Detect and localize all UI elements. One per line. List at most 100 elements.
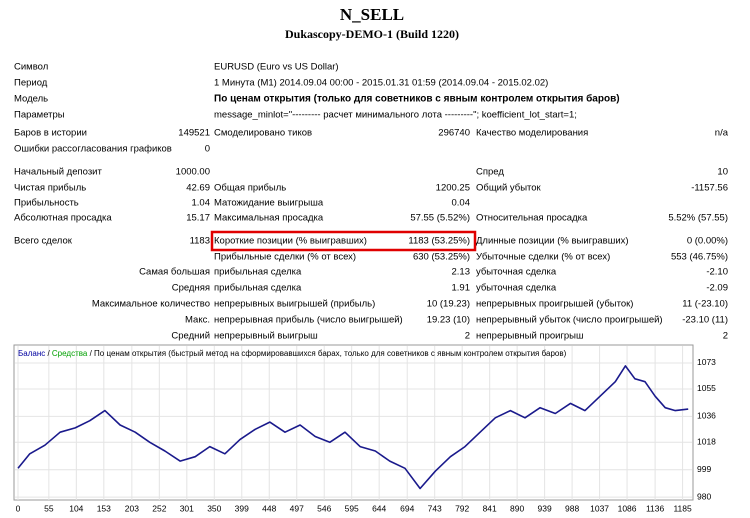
y-tick-label: 1073 <box>697 357 716 367</box>
info-label: Параметры <box>14 110 65 121</box>
stat-value: 11 (-23.10) <box>682 299 728 310</box>
stat-value: 5.52% (57.55) <box>668 213 728 224</box>
x-tick-label: 644 <box>372 503 386 513</box>
stat-value: 1.04 <box>192 198 211 209</box>
stat-value: 0.04 <box>452 198 471 209</box>
stat-label: убыточная сделка <box>476 283 557 294</box>
stat-label: непрерывный выигрыш <box>214 331 318 342</box>
x-tick-label: 252 <box>152 503 166 513</box>
y-tick-label: 1018 <box>697 437 716 447</box>
info-label: Период <box>14 78 48 89</box>
info-value: По ценам открытия (только для советников… <box>214 93 620 105</box>
x-tick-label: 1185 <box>673 503 692 513</box>
info-value: EURUSD (Euro vs US Dollar) <box>214 62 339 73</box>
stat-label: Средняя <box>172 283 210 294</box>
stat-label: Смоделировано тиков <box>214 128 312 139</box>
x-tick-label: 55 <box>44 503 54 513</box>
stat-label: Убыточные сделки (% от всех) <box>476 252 610 263</box>
stat-value: 1183 (53.25%) <box>408 236 470 247</box>
info-label: Символ <box>14 62 48 73</box>
stat-label: Ошибки рассогласования графиков <box>14 144 172 155</box>
stat-label: Общий убыток <box>476 183 542 194</box>
stat-label: Короткие позиции (% выигравших) <box>214 236 367 247</box>
stat-label: Самая большая <box>139 267 210 278</box>
y-tick-label: 1055 <box>697 383 716 393</box>
stat-value: 149521 <box>178 128 210 139</box>
x-tick-label: 399 <box>235 503 249 513</box>
stat-label: Баров в истории <box>14 128 87 139</box>
stat-value: 1.91 <box>452 283 471 294</box>
stat-label: прибыльная сделка <box>214 267 302 278</box>
stat-label: убыточная сделка <box>476 267 557 278</box>
legend-item: / По ценам открытия (быстрый метод на сф… <box>87 349 566 358</box>
stat-value: -2.09 <box>706 283 728 294</box>
x-tick-label: 1037 <box>590 503 609 513</box>
x-tick-label: 1086 <box>618 503 637 513</box>
stat-value: 0 <box>205 144 210 155</box>
x-tick-label: 743 <box>428 503 442 513</box>
highlight-box <box>210 230 477 252</box>
x-tick-label: 595 <box>345 503 359 513</box>
stat-value: n/a <box>715 128 729 139</box>
legend: Баланс / Средства / По ценам открытия (б… <box>18 349 567 358</box>
legend-item: Средства <box>52 349 88 358</box>
x-tick-label: 694 <box>400 503 414 513</box>
y-tick-label: 980 <box>697 491 711 501</box>
stat-value: -2.10 <box>706 267 728 278</box>
server: Dukascopy-DEMO-1 (Build 1220) <box>285 27 459 41</box>
stat-label: Качество моделирования <box>476 128 588 139</box>
stat-value: 2 <box>723 331 728 342</box>
stat-label: Максимальное количество <box>92 299 210 310</box>
stat-label: Всего сделок <box>14 236 73 247</box>
stat-label: непрерывная прибыль (число выигрышей) <box>214 315 403 326</box>
stat-label: Чистая прибыль <box>14 183 86 194</box>
stat-value: 0 (0.00%) <box>687 236 728 247</box>
stat-value: 42.69 <box>186 183 210 194</box>
x-tick-label: 988 <box>565 503 579 513</box>
stat-label: непрерывных выигрышей (прибыль) <box>214 299 375 310</box>
stat-label: непрерывный проигрыш <box>476 331 584 342</box>
stat-value: -23.10 (11) <box>682 315 728 326</box>
x-tick-label: 841 <box>483 503 497 513</box>
stat-label: прибыльная сделка <box>214 283 302 294</box>
stat-value: 1183 <box>190 236 210 247</box>
stat-label: Абсолютная просадка <box>14 213 112 224</box>
stat-label: Начальный депозит <box>14 167 102 178</box>
stat-value: 15.17 <box>186 213 210 224</box>
x-tick-label: 546 <box>317 503 331 513</box>
stat-label: непрерывных проигрышей (убыток) <box>476 299 633 310</box>
info-label: Модель <box>14 94 48 105</box>
x-tick-label: 104 <box>69 503 83 513</box>
x-tick-label: 792 <box>455 503 469 513</box>
stat-value: 630 (53.25%) <box>413 252 470 263</box>
stat-label: Прибыльные сделки (% от всех) <box>214 252 356 263</box>
stat-label: непрерывный убыток (число проигрышей) <box>476 315 663 326</box>
balance-line <box>17 365 689 490</box>
legend-item: Баланс <box>18 349 45 358</box>
stat-value: -1157.56 <box>691 183 728 194</box>
stat-value: 57.55 (5.52%) <box>410 213 470 224</box>
stat-label: Общая прибыль <box>214 183 286 194</box>
stat-value: 553 (46.75%) <box>671 252 728 263</box>
stat-value: 10 (19.23) <box>427 299 470 310</box>
x-tick-label: 939 <box>538 503 552 513</box>
stat-value: 2 <box>465 331 470 342</box>
y-tick-label: 999 <box>697 464 711 474</box>
chart-frame <box>13 344 694 501</box>
stat-label: Прибыльность <box>14 198 79 209</box>
stat-label: Макс. <box>185 315 210 326</box>
stat-value: 19.23 (10) <box>427 315 470 326</box>
stat-label: Средний <box>171 331 210 342</box>
stat-label: Длинные позиции (% выигравших) <box>476 236 629 247</box>
y-tick-label: 1036 <box>697 411 716 421</box>
stat-value: 296740 <box>438 128 470 139</box>
x-tick-label: 350 <box>207 503 221 513</box>
info-value: 1 Минута (M1) 2014.09.04 00:00 - 2015.01… <box>214 78 548 89</box>
x-tick-label: 890 <box>510 503 524 513</box>
stat-label: Спред <box>476 167 504 178</box>
info-value: message_minlot="--------- расчет минимал… <box>214 110 577 121</box>
report-title: N_SELL <box>340 5 404 24</box>
x-tick-label: 301 <box>180 503 194 513</box>
x-tick-label: 497 <box>290 503 304 513</box>
